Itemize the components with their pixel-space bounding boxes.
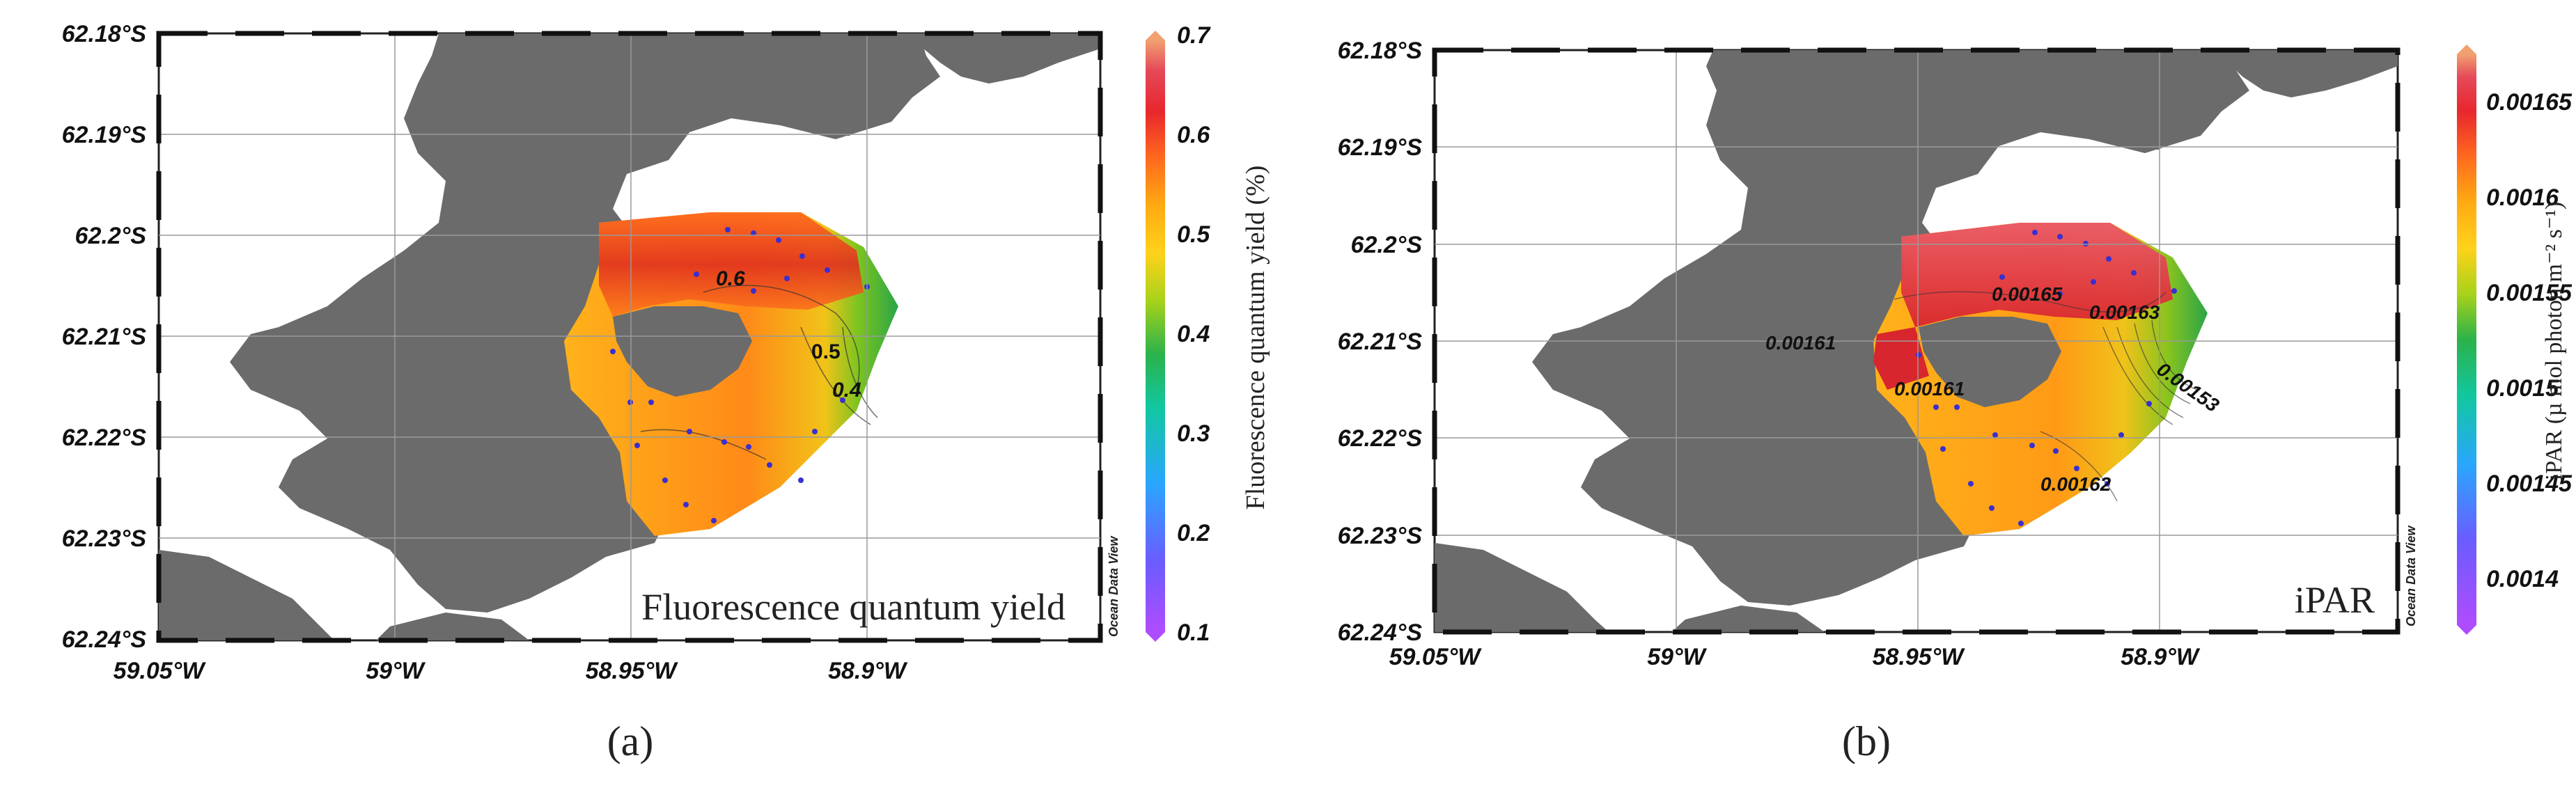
- colorbar-tick: 0.00165: [2486, 89, 2573, 116]
- lon-label: 58.9°W: [2121, 644, 2201, 670]
- colorbar-tick: 0.00155: [2486, 280, 2573, 306]
- caption-b: (b): [1842, 718, 1891, 764]
- lat-label: 62.22°S: [62, 425, 147, 451]
- lat-axis-a: 62.18°S 62.19°S 62.2°S 62.21°S 62.22°S 6…: [62, 21, 147, 653]
- colorbar-tick: 0.1: [1177, 619, 1210, 646]
- land-island-a: [801, 97, 871, 136]
- colorbar-a: [1146, 31, 1165, 642]
- lat-label: 62.23°S: [62, 526, 147, 552]
- lon-axis-a: 59.05°W 59°W 58.95°W 58.9°W: [114, 658, 908, 684]
- colorbar-ticks-a: 0.7 0.6 0.5 0.4 0.3 0.2 0.1: [1177, 22, 1211, 646]
- contour-label-a-3: 0.4: [832, 379, 861, 402]
- contour-label-b-2: 0.00163: [2089, 301, 2160, 323]
- map-figure-b: 0.00165 0.00163 0.00161 0.00161 0.00153 …: [1338, 38, 2573, 764]
- panel-b: 0.00165 0.00163 0.00161 0.00161 0.00153 …: [1288, 0, 2576, 787]
- lat-label: 62.19°S: [62, 122, 147, 148]
- land-southwest-b: [1435, 543, 1609, 632]
- contour-label-b-6: 0.00162: [2040, 473, 2111, 495]
- field-island-a: [613, 306, 752, 397]
- stations-b: [1916, 230, 2177, 526]
- contour-label-a-1: 0.6: [716, 267, 745, 290]
- lat-label: 62.24°S: [62, 626, 147, 653]
- colorbar-tick: 0.4: [1177, 321, 1210, 347]
- lon-label: 59°W: [366, 658, 426, 684]
- watermark-a: Ocean Data View: [1107, 536, 1121, 637]
- field-top-a: [599, 212, 864, 317]
- field-top-b: [1901, 223, 2173, 327]
- land-southwest-a: [159, 550, 334, 640]
- field-west-b: [1873, 327, 1929, 390]
- lat-label: 62.24°S: [1338, 619, 1423, 646]
- contour-label-b-4: 0.00161: [1894, 378, 1965, 400]
- colorbar-tick: 0.00145: [2486, 471, 2573, 497]
- colorbar-tick: 0.0016: [2486, 184, 2559, 211]
- map-border-a: [156, 31, 1103, 643]
- lat-label: 62.2°S: [75, 223, 147, 249]
- lon-label: 59.05°W: [1389, 644, 1483, 670]
- watermark-b: Ocean Data View: [2404, 526, 2418, 626]
- grid-b: [1435, 50, 2398, 632]
- map-figure-a: 0.6 0.5 0.4 62.18°S 62.19°S 62.2°S 62.21…: [62, 21, 1270, 764]
- lon-axis-b: 59.05°W 59°W 58.95°W 58.9°W: [1389, 644, 2201, 670]
- caption-a: (a): [607, 718, 654, 764]
- colorbar-b: [2457, 45, 2476, 635]
- lon-label: 58.95°W: [586, 658, 679, 684]
- lat-label: 62.21°S: [62, 324, 147, 350]
- colorbar-tick: 0.2: [1177, 520, 1210, 546]
- lat-label: 62.19°S: [1338, 134, 1423, 161]
- land-south-b: [1671, 606, 1825, 632]
- lat-label: 62.18°S: [1338, 38, 1423, 64]
- lat-label: 62.21°S: [1338, 329, 1423, 355]
- land-island-b: [2110, 111, 2180, 150]
- lat-label: 62.2°S: [1351, 232, 1423, 258]
- stations-a: [610, 227, 870, 523]
- colorbar-tick: 0.7: [1177, 22, 1211, 49]
- land-northeast-a: [905, 33, 1100, 84]
- contours-a: [640, 285, 878, 460]
- lon-label: 59°W: [1647, 644, 1707, 670]
- lon-label: 59.05°W: [114, 658, 207, 684]
- colorbar-tick: 0.0015: [2486, 375, 2559, 402]
- lat-axis-b: 62.18°S 62.19°S 62.2°S 62.21°S 62.22°S 6…: [1338, 38, 1423, 646]
- lat-label: 62.22°S: [1338, 425, 1423, 452]
- field-island-b: [1919, 317, 2061, 407]
- colorbar-tick: 0.0014: [2486, 566, 2559, 592]
- land-south-a: [376, 613, 529, 640]
- lat-label: 62.18°S: [62, 21, 147, 47]
- lon-label: 58.9°W: [828, 658, 908, 684]
- colorbar-label-b: iPAR (µ mol photon m⁻² s⁻¹): [2541, 202, 2567, 481]
- colorbar-ticks-b: 0.00165 0.0016 0.00155 0.0015 0.00145 0.…: [2486, 89, 2573, 592]
- map-title-b: iPAR: [2295, 579, 2375, 621]
- colorbar-tick: 0.6: [1177, 122, 1210, 148]
- map-border-b: [1432, 47, 2401, 635]
- contour-label-b-1: 0.00165: [1992, 283, 2063, 305]
- contour-label-a-2: 0.5: [811, 340, 841, 363]
- contours-b: [1894, 291, 2198, 502]
- land-northeast-b: [2215, 50, 2398, 97]
- panel-a: 0.6 0.5 0.4 62.18°S 62.19°S 62.2°S 62.21…: [0, 0, 1288, 787]
- map-title-a: Fluorescence quantum yield: [641, 586, 1065, 628]
- lat-label: 62.23°S: [1338, 523, 1423, 549]
- grid-a: [159, 33, 1100, 640]
- lon-label: 58.95°W: [1873, 644, 1966, 670]
- colorbar-tick: 0.3: [1177, 420, 1210, 447]
- colorbar-tick: 0.5: [1177, 221, 1210, 248]
- contour-label-b-3: 0.00161: [1765, 332, 1836, 354]
- colorbar-label-a: Fluorescence quantum yield (%): [1241, 166, 1270, 510]
